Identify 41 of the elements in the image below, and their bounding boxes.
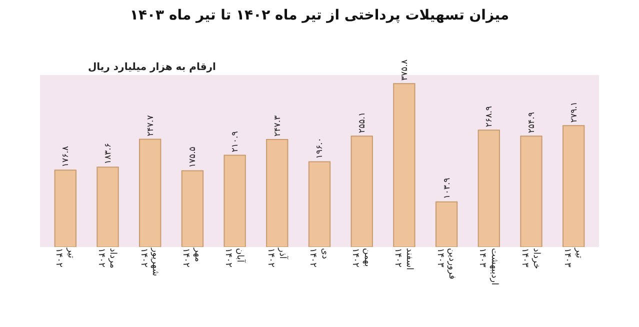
data-label: ۲۵۴.۹ <box>526 112 537 134</box>
bar <box>308 161 331 247</box>
data-label: ۱۷۶.۸ <box>61 146 72 168</box>
data-label: ۱۸۳.۶ <box>103 143 114 164</box>
x-tick-label: فروردین ۱۴۰۳ <box>434 248 456 280</box>
bar <box>350 136 373 247</box>
x-tick-label: شهریور ۱۴۰۲ <box>138 247 160 276</box>
bar <box>181 170 204 247</box>
bar <box>96 166 119 247</box>
bar <box>139 138 162 247</box>
data-label: ۳۷۵.۸ <box>400 59 410 81</box>
bar <box>520 136 542 247</box>
data-label: ۱۰۳.۹ <box>442 177 452 199</box>
chart-title: میزان تسهیلات پرداختی از تیر ماه ۱۴۰۲ تا تیر ماه ۱۴۰۳ <box>130 8 510 24</box>
bar <box>393 83 416 247</box>
data-label: ۲۷۹.۱ <box>569 101 580 123</box>
data-label: ۱۹۶.۰ <box>315 138 326 159</box>
data-label: ۲۴۷.۷ <box>146 114 156 136</box>
x-tick-label: مهر ۱۴۰۲ <box>180 247 202 268</box>
x-tick-label: بهمن ۱۴۰۲ <box>350 248 372 268</box>
bar <box>224 154 246 247</box>
x-tick-label: خرداد ۱۴۰۳ <box>519 248 542 270</box>
x-tick-label: دی ۱۴۰۲ <box>308 248 330 268</box>
x-tick-label: اردیبهشت ۱۴۰۳ <box>477 248 499 286</box>
bar <box>478 130 500 247</box>
x-tick-label: تیر ۱۴۰۳ <box>562 247 584 268</box>
data-label: ۲۵۵.۱ <box>358 112 368 134</box>
x-tick-label: آذر ۱۴۰۲ <box>265 247 290 268</box>
x-tick-label: تیر ۱۴۰۲ <box>54 247 76 268</box>
bar <box>54 170 76 247</box>
data-label: ۱۷۵.۵ <box>188 146 198 168</box>
bar <box>435 201 458 247</box>
x-tick-label: آبان ۱۴۰۲ <box>223 248 247 268</box>
data-label: ۲۶۸.۹ <box>484 106 495 128</box>
data-label: ۲۴۷.۳ <box>272 114 283 136</box>
bar <box>266 138 288 247</box>
x-tick-label: اسفند ۱۴۰۲ <box>392 248 414 270</box>
x-tick-label: مرداد ۱۴۰۲ <box>96 248 118 268</box>
bar <box>562 125 585 247</box>
data-label: ۲۱۰.۹ <box>230 130 241 152</box>
chart-subtitle: ارقام به هزار میلیارد ریال <box>88 62 216 73</box>
